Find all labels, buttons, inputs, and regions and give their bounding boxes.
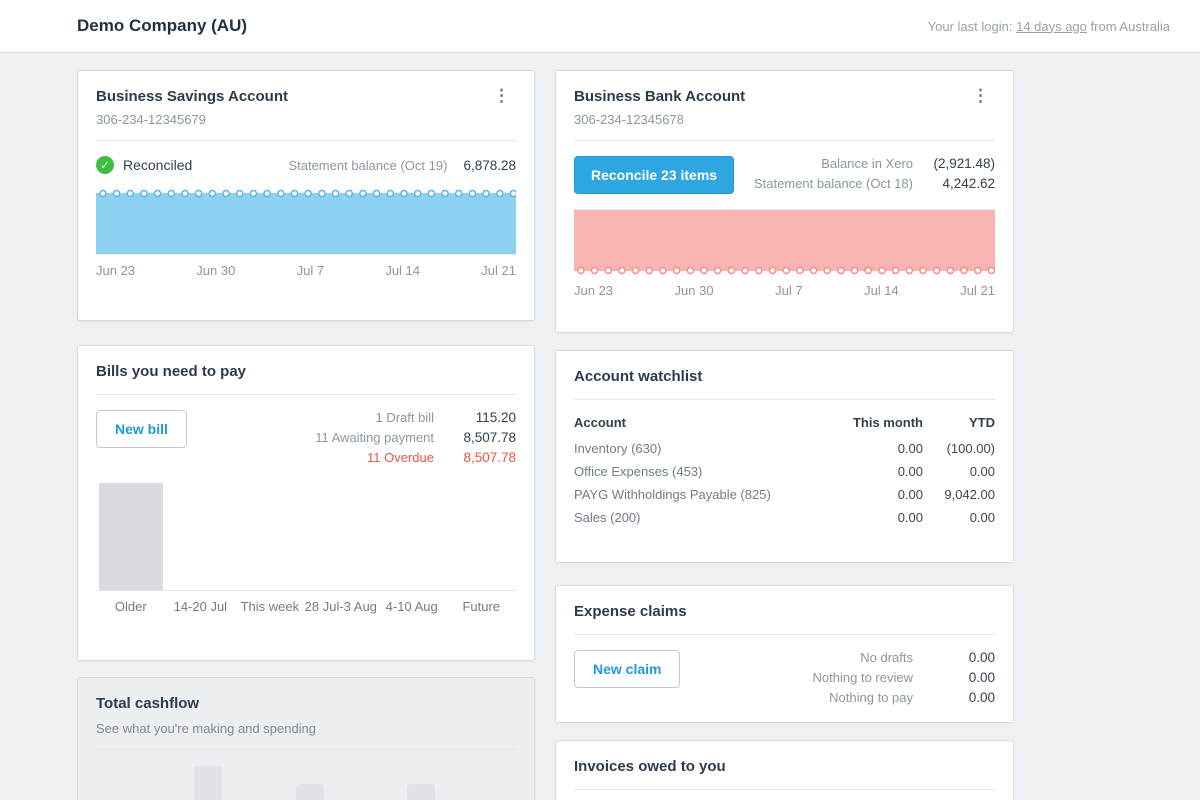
axis-tick: Jul 21	[481, 263, 516, 278]
axis-tick: Future	[462, 599, 501, 614]
last-login-prefix: Your last login:	[927, 18, 1017, 34]
axis-tick: Older	[114, 599, 147, 614]
balance-row: Balance in Xero (2,921.48)	[754, 156, 995, 171]
placeholder-bar	[194, 766, 222, 800]
divider	[96, 394, 516, 395]
total-cashflow-card: Total cashflow See what you're making an…	[77, 677, 535, 800]
bills-due-bar-chart: Older 14-20 Jul This week 28 Jul-3 Aug 4…	[96, 483, 516, 614]
axis-tick: Jun 30	[196, 263, 236, 278]
last-login-info: Your last login: 14 days ago from Austra…	[928, 19, 1170, 34]
bills-title[interactable]: Bills you need to pay	[96, 363, 247, 380]
divider	[574, 140, 995, 141]
top-bar: Demo Company (AU) Your last login: 14 da…	[0, 0, 1200, 53]
axis-tick: This week	[240, 599, 300, 614]
table-row: Sales (200) 0.00 0.00	[574, 510, 995, 525]
invoices-owed-card: Invoices owed to you	[555, 740, 1014, 800]
bank-balance-chart	[574, 209, 995, 275]
review-row: Nothing to review 0.00	[812, 670, 995, 685]
axis-tick: Jul 14	[385, 263, 421, 278]
statement-balance-label: Statement balance (Oct 18)	[754, 176, 913, 191]
new-claim-button[interactable]: New claim	[574, 650, 681, 688]
table-row: PAYG Withholdings Payable (825) 0.00 9,0…	[574, 487, 995, 502]
reconciled-check-icon: ✓	[96, 156, 114, 174]
chart-area-fill	[574, 210, 995, 271]
watchlist-table: Account This month YTD Inventory (630) 0…	[574, 415, 995, 533]
placeholder-bar	[407, 784, 435, 800]
axis-tick: 28 Jul-3 Aug	[304, 599, 377, 614]
kebab-menu-icon[interactable]: ⋮	[966, 87, 995, 105]
table-row: Inventory (630) 0.00 (100.00)	[574, 441, 995, 456]
bar-older	[99, 483, 163, 590]
divider	[574, 789, 995, 790]
axis-tick: Jun 23	[96, 263, 136, 278]
drafts-row: No drafts 0.00	[860, 650, 995, 665]
last-login-suffix: from Australia	[1086, 18, 1170, 34]
table-row: Office Expenses (453) 0.00 0.00	[574, 464, 995, 479]
bar-chart-x-axis: Older 14-20 Jul This week 28 Jul-3 Aug 4…	[96, 599, 516, 614]
awaiting-payment-row[interactable]: 11 Awaiting payment 8,507.78	[315, 430, 516, 445]
account-link[interactable]: Office Expenses (453)	[574, 464, 703, 479]
axis-tick: 14-20 Jul	[173, 599, 228, 614]
cashflow-placeholder-chart	[96, 766, 516, 800]
new-bill-button[interactable]: New bill	[96, 410, 187, 448]
axis-tick: Jul 14	[864, 283, 899, 298]
expense-claims-card: Expense claims New claim No drafts 0.00 …	[555, 585, 1014, 723]
bank-account-title[interactable]: Business Bank Account	[574, 88, 746, 105]
last-login-link[interactable]: 14 days ago	[1016, 18, 1087, 34]
statement-balance-value: 6,878.28	[463, 157, 516, 173]
kebab-menu-icon[interactable]: ⋮	[487, 87, 516, 105]
chart-x-axis: Jun 23 Jun 30 Jul 7 Jul 14 Jul 21	[96, 263, 516, 278]
chart-point-markers	[96, 189, 516, 198]
axis-tick: Jun 23	[574, 283, 614, 298]
chart-area-fill	[96, 193, 516, 254]
cashflow-subtitle: See what you're making and spending	[96, 721, 317, 736]
invoices-title[interactable]: Invoices owed to you	[574, 758, 726, 775]
placeholder-bar	[296, 784, 324, 800]
divider	[96, 140, 516, 141]
watchlist-header-row: Account This month YTD	[574, 415, 995, 430]
savings-account-number: 306-234-12345679	[96, 112, 206, 127]
account-link[interactable]: Inventory (630)	[574, 441, 662, 456]
axis-tick: Jul 21	[960, 283, 995, 298]
bank-account-number: 306-234-12345678	[574, 112, 684, 127]
expense-claims-title[interactable]: Expense claims	[574, 603, 687, 620]
account-watchlist-card: Account watchlist Account This month YTD…	[555, 350, 1014, 563]
account-link[interactable]: PAYG Withholdings Payable (825)	[574, 487, 771, 502]
divider	[96, 749, 516, 750]
account-link[interactable]: Sales (200)	[574, 510, 641, 525]
axis-tick: Jul 7	[775, 283, 803, 298]
savings-account-title[interactable]: Business Savings Account	[96, 88, 288, 105]
chart-point-markers	[574, 266, 995, 275]
reconcile-items-button[interactable]: Reconcile 23 items	[574, 156, 735, 194]
overdue-bills-row[interactable]: 11 Overdue 8,507.78	[367, 450, 516, 465]
axis-tick: 4-10 Aug	[385, 599, 438, 614]
chart-x-axis: Jun 23 Jun 30 Jul 7 Jul 14 Jul 21	[574, 283, 995, 298]
pay-row: Nothing to pay 0.00	[829, 690, 995, 705]
bank-account-card: Business Bank Account 306-234-12345678 ⋮…	[555, 70, 1014, 333]
savings-balance-chart	[96, 189, 516, 255]
axis-tick: Jun 30	[674, 283, 714, 298]
savings-account-card: Business Savings Account 306-234-1234567…	[77, 70, 535, 321]
divider	[574, 634, 995, 635]
balance-in-xero-label: Balance in Xero	[821, 156, 913, 171]
statement-balance-value: 4,242.62	[942, 176, 995, 191]
cashflow-title: Total cashflow	[96, 695, 200, 712]
axis-tick: Jul 7	[296, 263, 325, 278]
divider	[574, 399, 995, 400]
draft-bills-row[interactable]: 1 Draft bill 115.20	[375, 410, 516, 425]
bills-card: Bills you need to pay New bill 1 Draft b…	[77, 345, 535, 661]
statement-balance-label: Statement balance (Oct 19)	[288, 157, 448, 173]
watchlist-title: Account watchlist	[574, 368, 703, 385]
balance-in-xero-value: (2,921.48)	[933, 156, 995, 171]
page-title: Demo Company (AU)	[77, 16, 248, 35]
balance-row: Statement balance (Oct 18) 4,242.62	[754, 176, 995, 191]
reconciled-label: Reconciled	[123, 157, 193, 173]
